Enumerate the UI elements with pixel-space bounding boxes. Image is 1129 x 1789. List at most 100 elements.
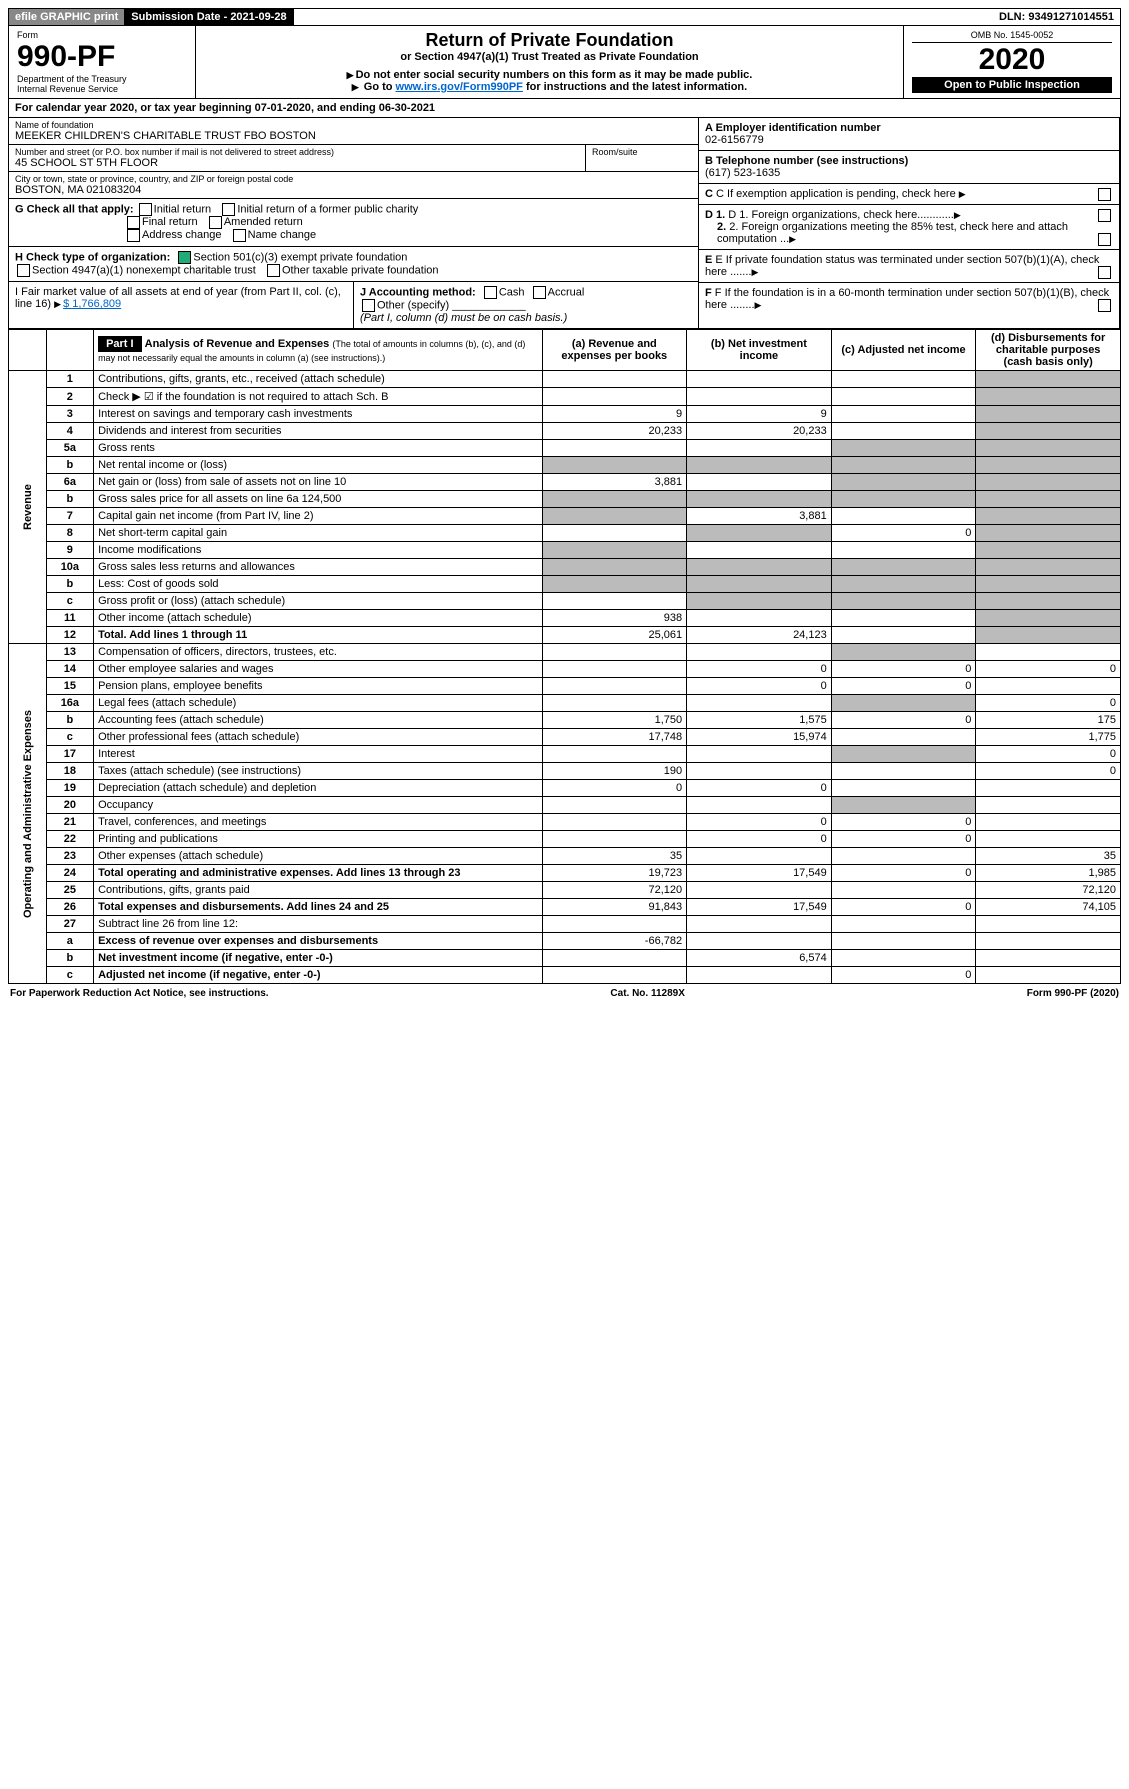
cb-amended[interactable] bbox=[209, 216, 222, 229]
footer-center: Cat. No. 11289X bbox=[610, 988, 684, 999]
line-num: 9 bbox=[46, 542, 93, 559]
cell bbox=[542, 797, 687, 814]
cell bbox=[831, 423, 976, 440]
line-desc: Income modifications bbox=[94, 542, 542, 559]
cell bbox=[542, 559, 687, 576]
line-desc: Net short-term capital gain bbox=[94, 525, 542, 542]
foundation-name: MEEKER CHILDREN'S CHARITABLE TRUST FBO B… bbox=[15, 130, 692, 142]
cell bbox=[831, 371, 976, 388]
line-num: b bbox=[46, 491, 93, 508]
footer-right: Form 990-PF (2020) bbox=[1027, 988, 1119, 999]
line-num: 8 bbox=[46, 525, 93, 542]
cell bbox=[687, 371, 832, 388]
cell: 0 bbox=[831, 967, 976, 984]
col-a: (a) Revenue and expenses per books bbox=[542, 330, 687, 371]
cell: 0 bbox=[542, 780, 687, 797]
cell bbox=[542, 542, 687, 559]
cell bbox=[831, 933, 976, 950]
cell: 6,574 bbox=[687, 950, 832, 967]
cell bbox=[687, 525, 832, 542]
line-desc: Interest on savings and temporary cash i… bbox=[94, 406, 542, 423]
cb-cash[interactable] bbox=[484, 286, 497, 299]
line-desc: Pension plans, employee benefits bbox=[94, 678, 542, 695]
line-num: 22 bbox=[46, 831, 93, 848]
city-label: City or town, state or province, country… bbox=[15, 174, 692, 184]
cell bbox=[542, 388, 687, 406]
cell bbox=[831, 695, 976, 712]
cb-accrual[interactable] bbox=[533, 286, 546, 299]
c-text: C If exemption application is pending, c… bbox=[716, 188, 956, 200]
form-number: 990-PF bbox=[17, 40, 187, 74]
cb-c[interactable] bbox=[1098, 188, 1111, 201]
cell bbox=[976, 644, 1121, 661]
cell bbox=[542, 967, 687, 984]
footer-left: For Paperwork Reduction Act Notice, see … bbox=[10, 988, 269, 999]
cell: 9 bbox=[542, 406, 687, 423]
cell: 0 bbox=[831, 865, 976, 882]
line-num: 21 bbox=[46, 814, 93, 831]
cb-501c3[interactable] bbox=[178, 251, 191, 264]
phone: (617) 523-1635 bbox=[705, 167, 780, 179]
line-num: 7 bbox=[46, 508, 93, 525]
cell bbox=[542, 950, 687, 967]
cell: 17,549 bbox=[687, 899, 832, 916]
line-num: 16a bbox=[46, 695, 93, 712]
open-public: Open to Public Inspection bbox=[912, 77, 1112, 93]
cb-addr-change[interactable] bbox=[127, 229, 140, 242]
cell bbox=[542, 678, 687, 695]
instructions-link[interactable]: www.irs.gov/Form990PF bbox=[396, 81, 523, 93]
line-desc: Net investment income (if negative, ente… bbox=[94, 950, 542, 967]
cb-f[interactable] bbox=[1098, 299, 1111, 312]
cb-other-acct[interactable] bbox=[362, 299, 375, 312]
cell bbox=[687, 848, 832, 865]
cell: 0 bbox=[831, 899, 976, 916]
cell bbox=[831, 627, 976, 644]
fmv-link[interactable]: $ 1,766,809 bbox=[63, 298, 121, 310]
cell bbox=[976, 371, 1121, 388]
cell bbox=[831, 848, 976, 865]
efile-label: efile GRAPHIC print bbox=[9, 9, 125, 25]
cb-d1[interactable] bbox=[1098, 209, 1111, 222]
line-num: 13 bbox=[46, 644, 93, 661]
line-desc: Taxes (attach schedule) (see instruction… bbox=[94, 763, 542, 780]
line-num: 3 bbox=[46, 406, 93, 423]
cb-4947[interactable] bbox=[17, 264, 30, 277]
cell bbox=[687, 559, 832, 576]
cell bbox=[687, 746, 832, 763]
cell bbox=[542, 814, 687, 831]
cb-d2[interactable] bbox=[1098, 233, 1111, 246]
form-title: Return of Private Foundation bbox=[204, 30, 895, 51]
cb-final[interactable] bbox=[127, 216, 140, 229]
line-num: 1 bbox=[46, 371, 93, 388]
cell: 20,233 bbox=[542, 423, 687, 440]
cell bbox=[976, 831, 1121, 848]
line-desc: Gross rents bbox=[94, 440, 542, 457]
cell bbox=[831, 610, 976, 627]
cell bbox=[542, 661, 687, 678]
dept: Department of the Treasury bbox=[17, 74, 187, 84]
line-num: b bbox=[46, 712, 93, 729]
line-num: 19 bbox=[46, 780, 93, 797]
cell bbox=[976, 627, 1121, 644]
line-desc: Total operating and administrative expen… bbox=[94, 865, 542, 882]
cb-other-tax[interactable] bbox=[267, 264, 280, 277]
cell: 20,233 bbox=[687, 423, 832, 440]
cell bbox=[976, 780, 1121, 797]
cell bbox=[831, 950, 976, 967]
cell bbox=[687, 763, 832, 780]
cb-initial[interactable] bbox=[139, 203, 152, 216]
cell: 74,105 bbox=[976, 899, 1121, 916]
line-desc: Printing and publications bbox=[94, 831, 542, 848]
cell: 24,123 bbox=[687, 627, 832, 644]
cell bbox=[976, 406, 1121, 423]
cb-initial-former[interactable] bbox=[222, 203, 235, 216]
cell bbox=[976, 559, 1121, 576]
line-desc: Travel, conferences, and meetings bbox=[94, 814, 542, 831]
cell bbox=[976, 388, 1121, 406]
line-desc: Contributions, gifts, grants, etc., rece… bbox=[94, 371, 542, 388]
cb-name-change[interactable] bbox=[233, 229, 246, 242]
calendar-year-row: For calendar year 2020, or tax year begi… bbox=[8, 99, 1121, 118]
cb-e[interactable] bbox=[1098, 266, 1111, 279]
line-num: a bbox=[46, 933, 93, 950]
cell bbox=[542, 746, 687, 763]
